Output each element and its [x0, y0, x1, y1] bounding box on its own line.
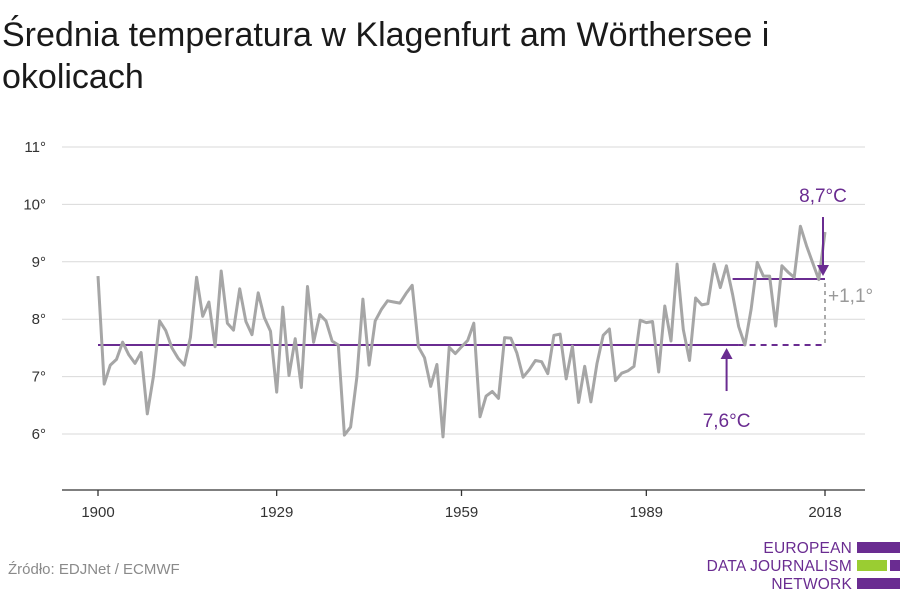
logo-text: EUROPEAN DATA JOURNALISM NETWORK	[707, 540, 852, 594]
logo-line-2: DATA JOURNALISM	[706, 558, 852, 575]
logo-bar-top	[857, 542, 900, 553]
edjnet-logo: EUROPEAN DATA JOURNALISM NETWORK	[700, 540, 900, 596]
annotations: 7,6°C 8,7°C +1,1°	[703, 186, 873, 432]
x-tick-label: 2018	[808, 504, 841, 521]
logo-bar-middle-purple	[890, 560, 900, 571]
y-tick-label: 8°	[32, 311, 46, 328]
recent-arrow-head	[817, 265, 829, 277]
baseline-value-label: 7,6°C	[703, 411, 751, 432]
x-tick-label: 1929	[260, 504, 293, 521]
y-tick-label: 6°	[32, 426, 46, 443]
logo-bar-bottom	[857, 578, 900, 589]
recent-value-label: 8,7°C	[799, 186, 847, 207]
x-axis: 1900 1929 1959 1989 2018	[62, 489, 865, 521]
source-note: Źródło: EDJNet / ECMWF	[8, 561, 180, 578]
y-tick-label: 7°	[32, 369, 46, 386]
logo-bar-middle-green	[857, 560, 887, 571]
y-tick-label: 11°	[24, 139, 46, 156]
y-tick-label: 9°	[32, 254, 46, 271]
logo-line-1: EUROPEAN	[763, 540, 852, 557]
x-tick-label: 1959	[445, 504, 478, 521]
y-tick-label: 10°	[23, 196, 46, 213]
grid	[62, 146, 865, 435]
chart-title: Średnia temperatura w Klagenfurt am Wört…	[2, 16, 770, 96]
x-tick-label: 1900	[81, 504, 114, 521]
difference-label: +1,1°	[828, 286, 873, 307]
baseline-arrow-head	[720, 348, 733, 360]
temperature-line	[96, 224, 827, 439]
logo-line-3: NETWORK	[771, 576, 852, 593]
y-axis: 6° 7° 8° 9° 10° 11°	[23, 139, 46, 443]
reference-lines	[98, 278, 826, 347]
x-tick-label: 1989	[630, 504, 663, 521]
